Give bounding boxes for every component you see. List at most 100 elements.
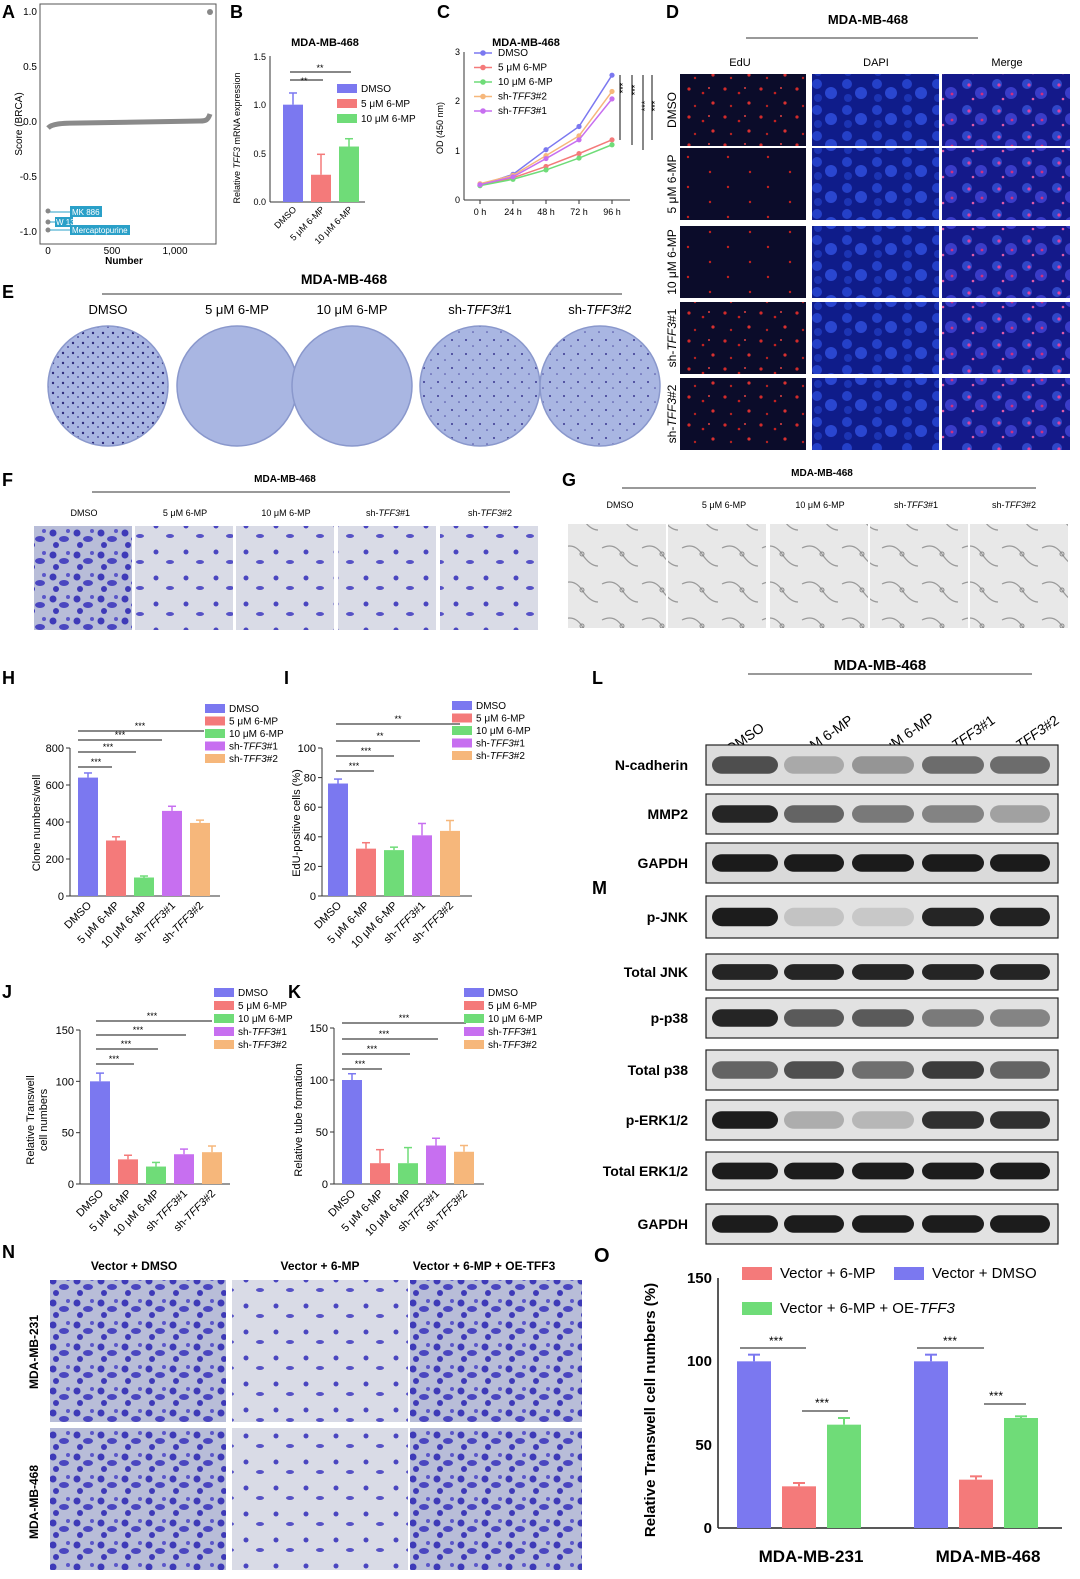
chart-title: MDA-MB-468 — [291, 37, 359, 49]
data-point — [543, 155, 549, 162]
bar-3 — [174, 1154, 194, 1184]
transwell-image — [236, 526, 334, 630]
point-mk886 — [45, 208, 51, 214]
annotation-label: W 13 — [56, 218, 75, 227]
condition-label: sh-TFF3#2 — [992, 500, 1036, 510]
blot-label: Total ERK1/2 — [603, 1163, 689, 1179]
bar-3 — [162, 810, 182, 896]
tick-label: 1.0 — [23, 7, 37, 18]
significance-mark: *** — [367, 1044, 378, 1054]
band — [990, 805, 1050, 823]
legend-swatch — [205, 729, 225, 738]
band — [852, 1009, 914, 1027]
bar-1 — [106, 840, 126, 896]
micrograph-dapi — [812, 74, 939, 146]
significance-bracket — [619, 75, 653, 150]
legend-label: sh-TFF3#2 — [488, 1040, 537, 1051]
panel-letter: L — [592, 668, 603, 688]
micrograph-merge — [942, 226, 1070, 298]
panel-title: MDA-MB-468 — [828, 12, 908, 27]
data-point — [576, 151, 582, 157]
legend-label: DMSO — [361, 84, 391, 95]
legend-swatch — [894, 1267, 924, 1280]
band — [852, 805, 914, 823]
significance-mark: *** — [103, 742, 114, 752]
significance-mark: *** — [115, 730, 126, 740]
band — [922, 1009, 984, 1027]
annotation-label: MK 886 — [72, 208, 100, 217]
condition-label: sh-TFF3#2 — [568, 302, 632, 317]
band — [990, 854, 1050, 872]
legend-label: DMSO — [238, 988, 268, 999]
legend-label: 10 μM 6-MP — [229, 729, 284, 740]
x-axis-label: Number — [105, 256, 143, 267]
band — [784, 1162, 844, 1180]
y-axis-label: EdU-positive cells (%) — [291, 769, 303, 877]
band — [852, 1215, 914, 1233]
column-label: Vector + 6-MP + OE-TFF3 — [413, 1259, 556, 1273]
y-axis-label: OD (450 nm) — [435, 102, 445, 154]
blot-label: p-ERK1/2 — [626, 1112, 688, 1128]
legend-swatch — [452, 751, 472, 760]
blot-label: MMP2 — [648, 806, 689, 822]
panel-title: MDA-MB-468 — [301, 271, 388, 287]
y-ticks: 1.0 0.5 0.0 -0.5 -1.0 — [20, 7, 38, 238]
transwell-image — [232, 1280, 408, 1422]
chart-title: MDA-MB-468 — [492, 37, 560, 49]
column-label: Vector + 6-MP — [280, 1259, 359, 1273]
bar-4 — [202, 1152, 222, 1184]
condition-label: sh-TFF3#2 — [468, 508, 512, 518]
significance-mark: *** — [355, 1059, 366, 1069]
panel-letter: A — [2, 2, 15, 22]
band — [784, 1111, 844, 1129]
panel-m: M p-JNK Total JNK p-p38 Total p38 p-ERK1/2 To… — [592, 878, 1059, 1245]
bar-1 — [356, 848, 376, 896]
significance-mark: *** — [147, 1011, 158, 1021]
tick-label: 48 h — [537, 207, 555, 217]
significance-mark: *** — [91, 757, 102, 767]
tick-label: 800 — [46, 743, 64, 755]
bar-1 — [370, 1163, 390, 1184]
band — [784, 1061, 844, 1079]
category-label: DMSO — [272, 204, 298, 230]
y-ticks: 0 1 2 3 — [455, 47, 460, 205]
significance-mark: *** — [640, 100, 650, 111]
band — [990, 1215, 1050, 1233]
tick-label: -0.5 — [20, 172, 38, 183]
band — [922, 907, 984, 927]
tick-label: 1.0 — [253, 100, 266, 110]
micrograph-edu — [680, 74, 806, 146]
band — [922, 1061, 984, 1079]
bar-2 — [339, 146, 359, 202]
legend-swatch — [452, 738, 472, 748]
row-label: 5 μM 6-MP — [665, 155, 679, 214]
legend-label: 5 μM 6-MP — [488, 1001, 537, 1012]
band — [852, 854, 914, 872]
panel-letter: K — [288, 982, 301, 1002]
legend-label: sh-TFF3#2 — [229, 754, 278, 765]
band — [922, 854, 984, 872]
band — [990, 756, 1050, 774]
condition-label: DMSO — [607, 500, 634, 510]
transwell-image — [135, 526, 233, 630]
significance-mark: *** — [109, 1054, 120, 1064]
significance-mark: *** — [618, 82, 628, 93]
condition-label: 5 μM 6-MP — [163, 508, 207, 518]
transwell-image — [50, 1280, 226, 1422]
legend-marker — [480, 93, 486, 100]
tick-label: 1,000 — [162, 246, 187, 257]
band — [990, 907, 1050, 927]
tick-label: 2 — [455, 96, 460, 106]
transwell-image — [410, 1428, 582, 1570]
category-label: MDA-MB-468 — [936, 1547, 1041, 1566]
tick-label: 1 — [455, 146, 460, 156]
panel-letter: I — [284, 668, 289, 688]
data-point — [609, 142, 615, 148]
tube-formation-image — [970, 524, 1068, 628]
legend-swatch — [464, 1040, 484, 1049]
y-ticks: 0 50 100 150 — [687, 1270, 712, 1537]
micrograph-merge — [942, 148, 1070, 220]
annotation-label: Mercaptopurine — [72, 226, 128, 235]
legend-swatch — [214, 1040, 234, 1049]
